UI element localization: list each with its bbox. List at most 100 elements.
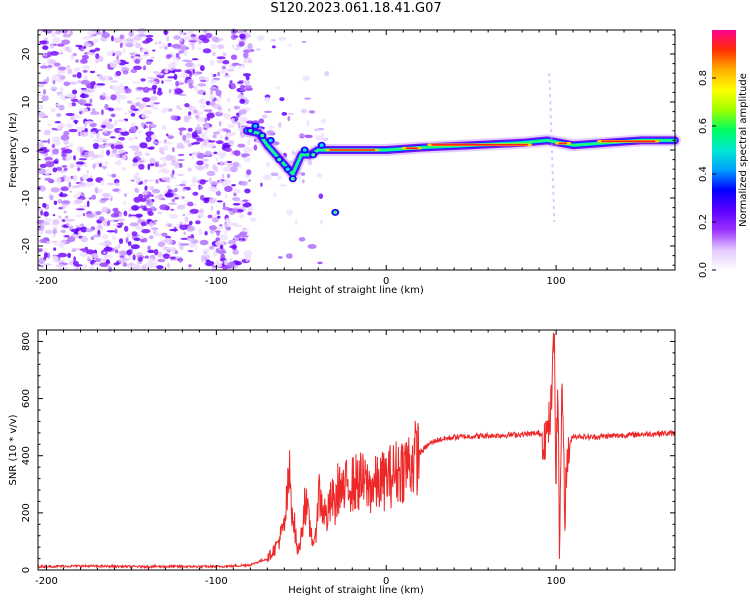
noise-speckle bbox=[191, 153, 194, 161]
noise-speckle bbox=[76, 126, 86, 131]
noise-speckle bbox=[231, 184, 236, 187]
noise-speckle bbox=[126, 233, 131, 238]
noise-speckle bbox=[143, 237, 148, 243]
noise-speckle bbox=[240, 63, 245, 67]
noise-speckle bbox=[216, 230, 221, 237]
noise-speckle bbox=[58, 104, 65, 111]
noise-speckle bbox=[214, 79, 219, 82]
noise-speckle bbox=[243, 146, 252, 154]
noise-speckle bbox=[149, 235, 154, 240]
noise-speckle bbox=[80, 58, 88, 64]
noise-speckle bbox=[53, 62, 61, 67]
colorbar: 0.0 0.2 0.4 0.6 0.8 Normalized spectral ampl… bbox=[698, 30, 749, 278]
noise-speckle bbox=[62, 157, 66, 161]
noise-speckle bbox=[226, 262, 236, 269]
noise-speckle bbox=[248, 179, 251, 182]
noise-speckle bbox=[189, 72, 193, 78]
noise-speckle bbox=[92, 163, 96, 169]
noise-speckle bbox=[203, 123, 210, 129]
noise-speckle bbox=[224, 147, 232, 152]
noise-speckle bbox=[104, 160, 109, 166]
noise-speckle bbox=[256, 35, 265, 41]
noise-speckle bbox=[39, 239, 47, 243]
noise-speckle bbox=[212, 51, 216, 57]
noise-speckle bbox=[106, 182, 115, 186]
noise-speckle bbox=[225, 217, 230, 224]
noise-speckle bbox=[84, 121, 88, 128]
noise-speckle bbox=[237, 143, 246, 148]
noise-speckle bbox=[52, 167, 58, 173]
noise-speckle bbox=[47, 252, 51, 259]
noise-speckle bbox=[187, 250, 194, 253]
noise-speckle bbox=[45, 161, 55, 168]
noise-speckle bbox=[130, 112, 136, 117]
noise-speckle bbox=[218, 70, 228, 74]
noise-speckle bbox=[235, 46, 241, 51]
noise-speckle bbox=[81, 92, 85, 98]
noise-speckle bbox=[157, 87, 162, 92]
noise-speckle bbox=[211, 217, 219, 223]
noise-speckle bbox=[77, 230, 82, 236]
ridge-blob-core bbox=[253, 124, 258, 128]
noise-speckle bbox=[51, 255, 59, 263]
noise-speckle bbox=[209, 95, 215, 100]
noise-speckle bbox=[58, 207, 63, 210]
noise-speckle bbox=[93, 154, 100, 159]
noise-speckle bbox=[185, 199, 189, 203]
noise-speckle bbox=[307, 244, 317, 249]
noise-speckle bbox=[145, 34, 154, 38]
noise-speckle bbox=[117, 149, 126, 154]
noise-speckle bbox=[179, 245, 184, 251]
noise-speckle bbox=[188, 40, 198, 43]
noise-speckle bbox=[76, 72, 82, 79]
noise-speckle bbox=[263, 174, 272, 181]
noise-speckle bbox=[203, 197, 210, 204]
noise-speckle bbox=[276, 175, 282, 180]
noise-speckle bbox=[37, 248, 43, 253]
noise-speckle bbox=[216, 210, 220, 215]
noise-speckle bbox=[200, 143, 204, 150]
noise-speckle bbox=[146, 218, 152, 223]
noise-speckle bbox=[169, 256, 176, 259]
noise-speckle bbox=[233, 106, 241, 109]
noise-speckle bbox=[191, 177, 198, 184]
noise-speckle bbox=[239, 88, 246, 91]
noise-speckle bbox=[80, 79, 91, 85]
noise-speckle bbox=[72, 174, 78, 182]
noise-speckle bbox=[170, 208, 175, 211]
noise-speckle bbox=[120, 136, 125, 141]
y-tick-label: 0 bbox=[21, 567, 32, 573]
noise-speckle bbox=[219, 224, 223, 227]
noise-speckle bbox=[200, 104, 206, 110]
noise-speckle bbox=[192, 151, 196, 155]
noise-speckle bbox=[193, 141, 200, 145]
noise-speckle bbox=[40, 65, 48, 69]
noise-speckle bbox=[191, 58, 199, 61]
noise-speckle bbox=[219, 134, 223, 140]
chart-title: S120.2023.061.18.41.G07 bbox=[270, 1, 442, 16]
noise-speckle bbox=[98, 153, 104, 159]
noise-speckle bbox=[279, 184, 288, 187]
spectrogram-x-label: Height of straight line (km) bbox=[288, 285, 424, 296]
noise-speckle bbox=[227, 240, 237, 245]
noise-speckle bbox=[206, 170, 216, 176]
noise-speckle bbox=[232, 161, 240, 168]
noise-speckle bbox=[150, 205, 155, 209]
noise-speckle bbox=[134, 150, 143, 157]
noise-speckle bbox=[198, 230, 202, 235]
noise-speckle bbox=[167, 262, 170, 269]
noise-speckle bbox=[109, 136, 116, 139]
ridge-blob-core bbox=[311, 153, 316, 157]
noise-speckle bbox=[199, 185, 204, 190]
noise-speckle bbox=[172, 43, 182, 49]
noise-speckle bbox=[179, 129, 183, 136]
noise-speckle bbox=[98, 56, 104, 62]
noise-speckle bbox=[86, 213, 95, 219]
noise-speckle bbox=[286, 209, 294, 216]
noise-speckle bbox=[201, 133, 206, 140]
noise-speckle bbox=[320, 219, 324, 225]
noise-speckle bbox=[52, 148, 59, 155]
noise-speckle bbox=[131, 122, 136, 128]
noise-speckle bbox=[215, 157, 218, 163]
